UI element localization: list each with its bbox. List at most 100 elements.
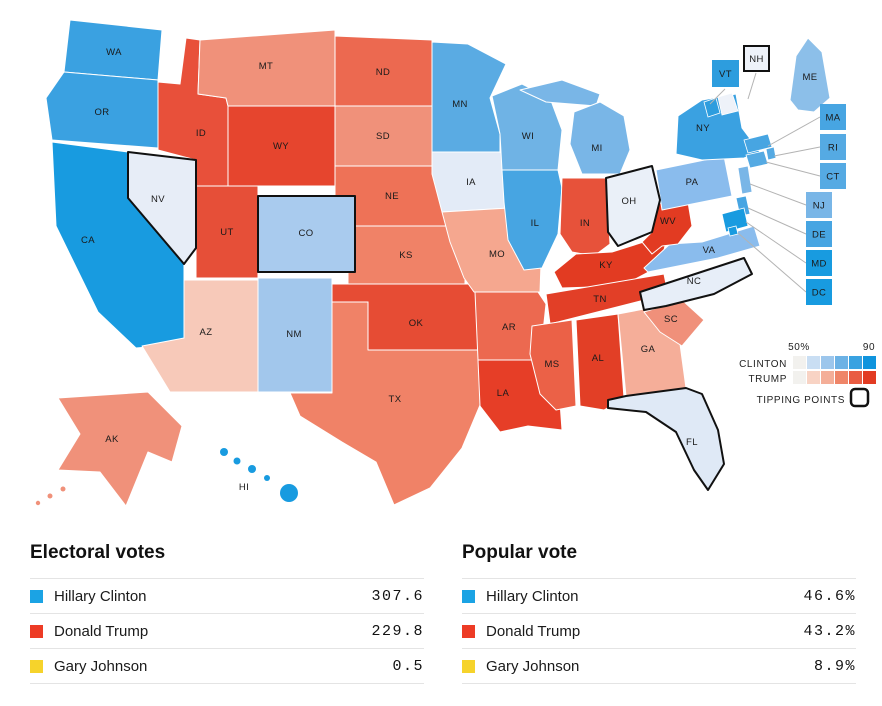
state-IN[interactable] [559, 177, 611, 257]
leader-line-NH [747, 72, 757, 100]
state-WI[interactable] [491, 83, 563, 171]
electoral-votes-table: Electoral votes Hillary Clinton 307.6 Dona… [30, 542, 424, 684]
legend-swatch-clinton-0 [793, 356, 806, 369]
candidate-swatch [462, 659, 475, 673]
state-SD[interactable] [334, 105, 433, 167]
state-sliver-MA[interactable] [743, 133, 773, 154]
state-box-VT[interactable] [712, 60, 739, 87]
state-sliver-NH[interactable] [717, 92, 739, 116]
table-row: Hillary Clinton 46.6% [462, 578, 856, 613]
tipping-point-icon [849, 387, 870, 408]
state-sliver-RI[interactable] [765, 146, 777, 161]
state-NC[interactable] [639, 257, 753, 311]
legend-swatch-trump-0 [793, 371, 806, 384]
legend-row-label-trump: TRUMP [748, 374, 787, 385]
table-row: Donald Trump 43.2% [462, 613, 856, 648]
state-sliver-DC[interactable] [727, 225, 739, 237]
legend-swatch-clinton-5 [863, 356, 876, 369]
state-WY[interactable] [227, 105, 336, 187]
state-WA[interactable] [63, 19, 163, 81]
state-FL[interactable] [607, 387, 725, 491]
candidate-value: 46.6% [803, 587, 856, 605]
state-KS[interactable] [347, 225, 466, 285]
state-AK-island-0 [47, 493, 53, 499]
state-HI-island-3[interactable] [264, 475, 270, 481]
state-TX[interactable] [289, 301, 484, 506]
state-box-MA[interactable] [820, 104, 846, 130]
legend-swatch-clinton-3 [835, 356, 848, 369]
legend-swatch-trump-5 [863, 371, 876, 384]
candidate-swatch [462, 589, 475, 603]
legend-swatch-clinton-4 [849, 356, 862, 369]
state-MS[interactable] [529, 319, 577, 411]
state-HI-island-1[interactable] [233, 457, 241, 465]
legend-scale-min: 50% [788, 342, 810, 353]
state-box-MD[interactable] [806, 250, 832, 276]
state-sliver-CT[interactable] [745, 150, 769, 169]
legend-swatch-trump-3 [835, 371, 848, 384]
legend-swatch-clinton-1 [807, 356, 820, 369]
state-sliver-MD[interactable] [721, 207, 749, 233]
electoral-votes-title: Electoral votes [30, 542, 166, 563]
state-AK-island-2 [60, 486, 66, 492]
table-row: Gary Johnson 8.9% [462, 648, 856, 684]
state-MI[interactable] [519, 79, 601, 107]
state-IL[interactable] [501, 169, 563, 271]
candidate-name: Donald Trump [486, 622, 581, 640]
leader-line-MA [767, 116, 821, 147]
candidate-swatch [30, 589, 43, 603]
state-HI-island-4[interactable] [280, 484, 298, 502]
state-AK[interactable] [57, 391, 183, 507]
state-HI-island-0[interactable] [220, 448, 228, 456]
state-label-HI: HI [239, 482, 249, 493]
state-NY[interactable] [675, 93, 761, 161]
state-AL[interactable] [575, 313, 625, 411]
candidate-value: 0.5 [392, 657, 424, 675]
candidate-swatch [462, 624, 475, 638]
state-ND[interactable] [334, 35, 433, 107]
state-CO[interactable] [257, 195, 356, 273]
leader-line-DC [737, 232, 807, 293]
state-UT[interactable] [195, 185, 259, 279]
state-ME[interactable] [789, 37, 831, 113]
state-box-NJ[interactable] [806, 192, 832, 218]
state-sliver-NJ[interactable] [737, 165, 753, 195]
popular-vote-table: Popular vote Hillary Clinton 46.6% Donald … [462, 542, 856, 684]
state-MI[interactable] [569, 101, 631, 175]
state-sliver-VT[interactable] [703, 97, 721, 118]
results-tables: Electoral votes Hillary Clinton 307.6 Dona… [0, 534, 882, 684]
candidate-swatch [30, 659, 43, 673]
state-box-CT[interactable] [820, 163, 846, 189]
electoral-votes-rows: Hillary Clinton 307.6 Donald Trump 229.8 Gar… [30, 578, 424, 684]
candidate-name: Hillary Clinton [486, 587, 579, 605]
leader-line-MD [745, 221, 807, 264]
legend-swatch-trump-4 [849, 371, 862, 384]
legend-tipping-label: TIPPING POINTS [757, 395, 845, 406]
state-NV[interactable] [127, 151, 197, 265]
candidate-value: 229.8 [371, 622, 424, 640]
state-MT[interactable] [197, 29, 336, 107]
state-box-DC[interactable] [806, 279, 832, 305]
state-HI-island-2[interactable] [248, 465, 256, 473]
leader-line-NJ [749, 183, 807, 206]
state-OR[interactable] [45, 71, 159, 149]
leader-line-VT [709, 88, 726, 105]
candidate-name: Donald Trump [54, 622, 149, 640]
table-row: Hillary Clinton 307.6 [30, 578, 424, 613]
legend-row-label-clinton: CLINTON [739, 359, 787, 370]
state-AK-island-1 [35, 500, 41, 506]
state-PA[interactable] [655, 155, 733, 211]
state-box-RI[interactable] [820, 134, 846, 160]
leader-line-RI [773, 146, 821, 157]
table-row: Gary Johnson 0.5 [30, 648, 424, 684]
state-box-DE[interactable] [806, 221, 832, 247]
candidate-value: 43.2% [803, 622, 856, 640]
state-NM[interactable] [257, 277, 333, 393]
state-OH[interactable] [605, 165, 661, 247]
leader-line-CT [765, 161, 821, 177]
popular-vote-rows: Hillary Clinton 46.6% Donald Trump 43.2% Gar… [462, 578, 856, 684]
leader-line-DE [747, 207, 807, 235]
us-forecast-map: VT NH MA RI CT NJ DE MD DC HI WA OR CA NV ID MT WY UT CO AZ… [35, 19, 876, 507]
state-box-NH[interactable] [743, 45, 770, 72]
